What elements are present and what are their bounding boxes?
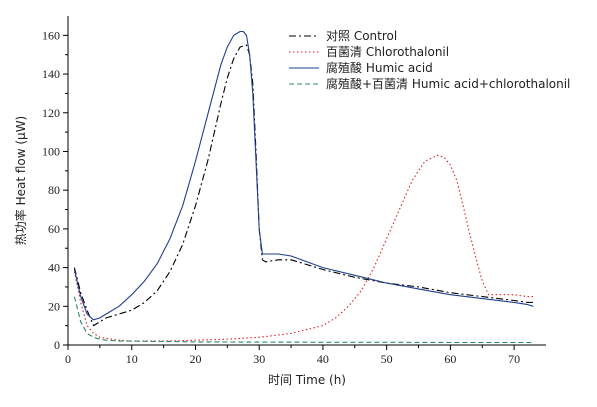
series-line-3 <box>73 296 534 344</box>
x-tick-label: 60 <box>444 352 456 366</box>
series-lines <box>73 30 534 344</box>
y-tick-label: 20 <box>48 299 60 313</box>
x-tick-label: 0 <box>65 352 71 366</box>
y-tick-label: 140 <box>42 67 60 81</box>
x-axis-title: 时间 Time (h) <box>268 373 346 387</box>
y-tick-label: 100 <box>42 144 60 158</box>
y-tick-label: 160 <box>42 28 60 42</box>
x-tick-label: 70 <box>508 352 520 366</box>
x-tick-label: 10 <box>126 352 138 366</box>
x-tick-label: 30 <box>253 352 265 366</box>
y-tick-label: 60 <box>48 222 60 236</box>
y-tick-label: 80 <box>48 183 60 197</box>
y-tick-label: 40 <box>48 261 60 275</box>
x-tick-label: 20 <box>189 352 201 366</box>
x-tick-label: 50 <box>381 352 393 366</box>
x-tick-label: 40 <box>317 352 329 366</box>
legend-label-3: 腐殖酸+百菌清 Humic acid+chlorothalonil <box>326 76 570 91</box>
series-line-2 <box>73 30 534 321</box>
legend-label-2: 腐殖酸 Humic acid <box>326 60 433 75</box>
legend-label-1: 百菌清 Chlorothalonil <box>326 45 449 59</box>
y-tick-label: 0 <box>54 338 60 352</box>
axes: 0 10 20 30 40 50 60 70 0 20 40 60 80 100 120 140 160 <box>42 16 546 366</box>
series-line-1 <box>73 154 534 342</box>
legend-label-0: 对照 Control <box>326 29 397 43</box>
y-tick-label: 120 <box>42 106 60 120</box>
y-axis-title: 热功率 Heat flow (μW) <box>13 116 28 246</box>
